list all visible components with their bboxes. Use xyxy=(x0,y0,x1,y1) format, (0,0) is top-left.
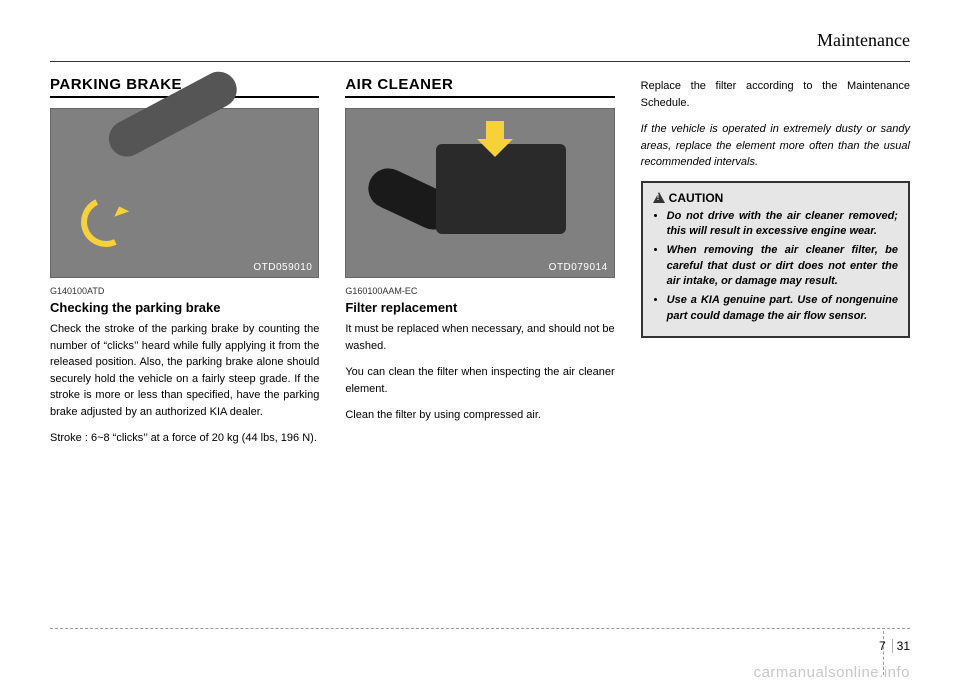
page-number: 7 31 xyxy=(879,639,910,653)
air-cleaner-subhead: Filter replacement xyxy=(345,300,614,315)
caution-head: CAUTION xyxy=(653,191,898,205)
caution-label: CAUTION xyxy=(669,191,724,205)
air-cleaner-title: AIR CLEANER xyxy=(345,76,614,98)
page-num-value: 31 xyxy=(897,639,910,653)
caution-box: CAUTION Do not drive with the air cleane… xyxy=(641,181,910,339)
brake-arrow-icon xyxy=(74,190,138,254)
footer-dashed-rule xyxy=(50,628,910,629)
caution-item: When removing the air cleaner filter, be… xyxy=(667,243,898,289)
figure-code: OTD079014 xyxy=(549,262,608,273)
columns: PARKING BRAKE OTD059010 G140100ATD Check… xyxy=(50,76,910,457)
caution-list: Do not drive with the air cleaner remove… xyxy=(653,209,898,325)
air-arrow-icon xyxy=(486,121,504,141)
air-cleaner-figure: OTD079014 xyxy=(345,108,614,278)
air-cleaner-body3: Clean the filter by using compressed air… xyxy=(345,407,614,424)
header-rule xyxy=(50,61,910,62)
col-parking-brake: PARKING BRAKE OTD059010 G140100ATD Check… xyxy=(50,76,319,457)
warning-triangle-icon xyxy=(653,192,665,203)
caution-item: Use a KIA genuine part. Use of nongenuin… xyxy=(667,293,898,324)
manual-page: Maintenance PARKING BRAKE OTD059010 G140… xyxy=(0,0,960,689)
parking-brake-stroke: Stroke : 6~8 “clicks’’ at a force of 20 … xyxy=(50,430,319,447)
col-air-cleaner: AIR CLEANER OTD079014 G160100AAM-EC Filt… xyxy=(345,76,614,457)
air-cleaner-body2: You can clean the filter when inspecting… xyxy=(345,364,614,397)
parking-brake-body: Check the stroke of the parking brake by… xyxy=(50,321,319,420)
ref-code: G140100ATD xyxy=(50,286,319,296)
col-caution: Replace the filter according to the Main… xyxy=(641,76,910,457)
page-section: 7 xyxy=(879,639,893,653)
caution-item: Do not drive with the air cleaner remove… xyxy=(667,209,898,240)
parking-brake-subhead: Checking the parking brake xyxy=(50,300,319,315)
header-section: Maintenance xyxy=(50,30,910,55)
figure-code: OTD059010 xyxy=(253,262,312,273)
air-cleaner-body1: It must be replaced when necessary, and … xyxy=(345,321,614,354)
parking-brake-figure: OTD059010 xyxy=(50,108,319,278)
ref-code: G160100AAM-EC xyxy=(345,286,614,296)
dusty-note: If the vehicle is operated in extremely … xyxy=(641,121,910,171)
replace-body: Replace the filter according to the Main… xyxy=(641,78,910,111)
watermark: carmanualsonline.info xyxy=(754,664,910,681)
